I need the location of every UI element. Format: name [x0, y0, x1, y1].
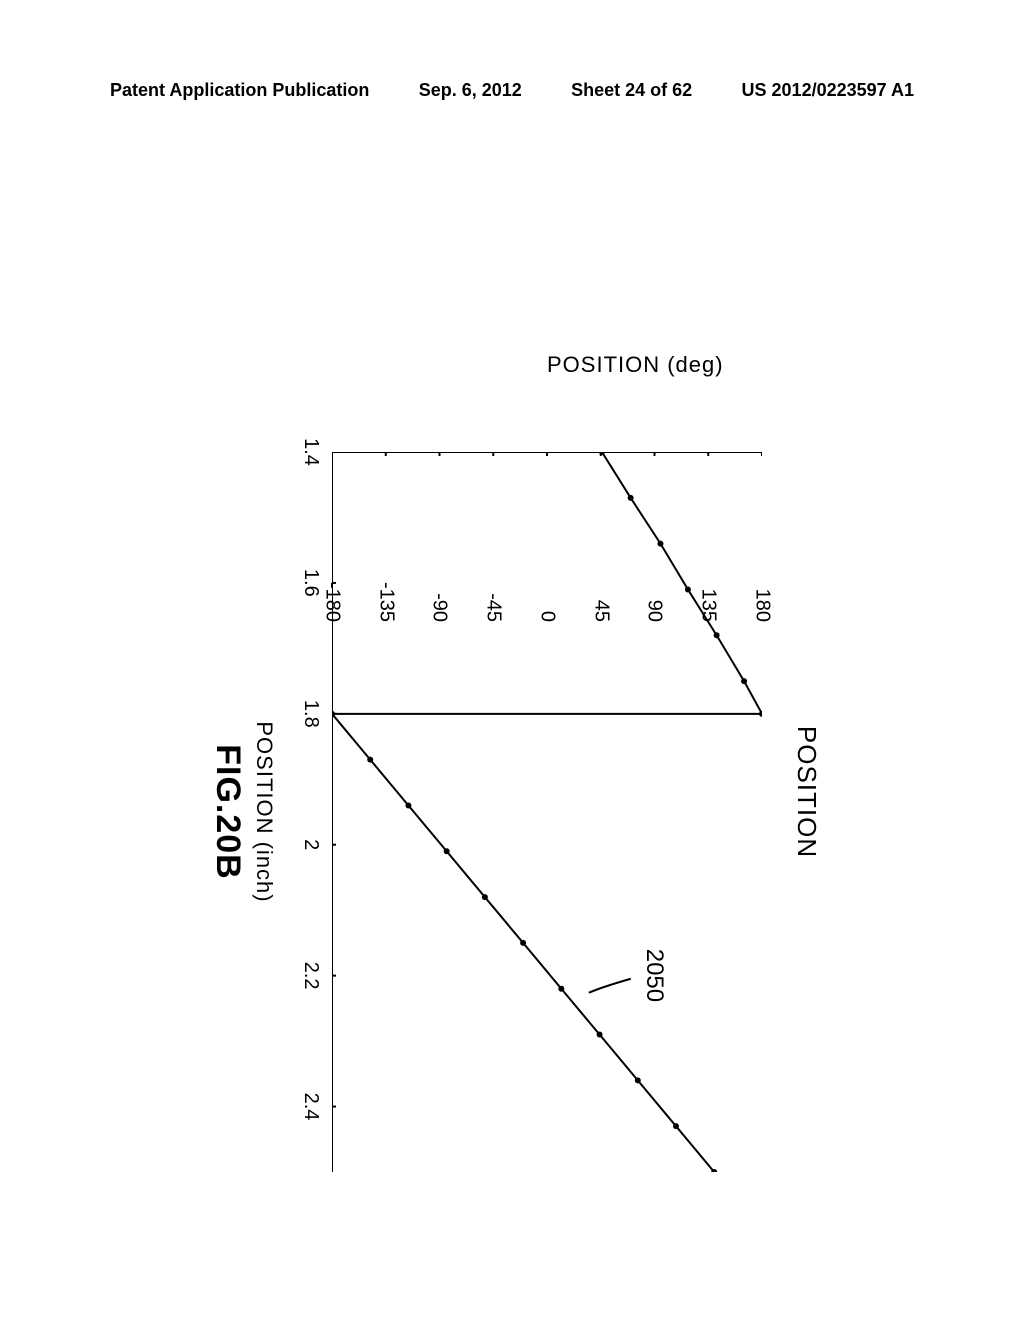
x-tick-label: 2	[299, 815, 322, 875]
page-header: Patent Application Publication Sep. 6, 2…	[0, 80, 1024, 101]
x-tick-label: 1.8	[299, 684, 322, 744]
header-right: US 2012/0223597 A1	[742, 80, 914, 101]
chart-title: POSITION	[791, 342, 822, 1242]
chart-plot	[332, 452, 762, 1172]
x-tick-label: 1.4	[299, 422, 322, 482]
x-tick-label: 2.2	[299, 946, 322, 1006]
header-left: Patent Application Publication	[110, 80, 369, 101]
x-tick-label: 1.6	[299, 553, 322, 613]
header-center: Sep. 6, 2012	[419, 80, 522, 101]
header-sheet: Sheet 24 of 62	[571, 80, 692, 101]
rotated-page: POSITION POSITION (deg) POSITION (inch) …	[202, 342, 822, 1242]
chart-container: POSITION POSITION (deg) POSITION (inch) …	[202, 342, 822, 1242]
x-tick-label: 2.4	[299, 1077, 322, 1137]
x-axis-label: POSITION (inch)	[251, 452, 277, 1172]
figure-label: FIG.20B	[208, 452, 247, 1172]
y-axis-label: POSITION (deg)	[547, 352, 724, 378]
